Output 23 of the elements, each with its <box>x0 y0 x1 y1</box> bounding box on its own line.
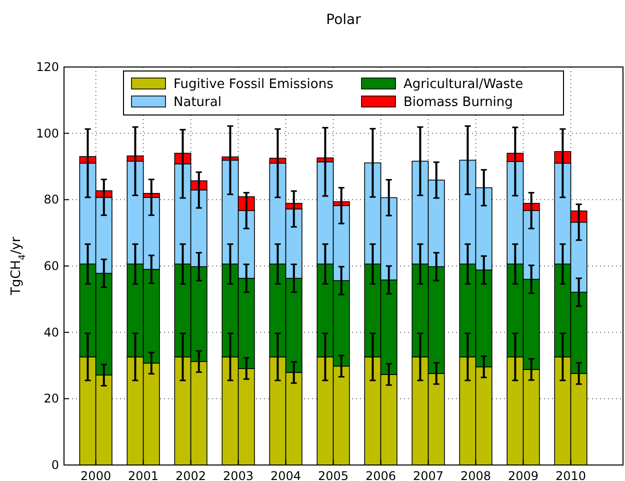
x-tick-label: 2006 <box>366 469 396 481</box>
legend-label: Biomass Burning <box>404 95 513 110</box>
legend-label: Natural <box>174 95 222 110</box>
x-tick-label: 2008 <box>460 469 492 481</box>
x-tick-label: 2009 <box>508 469 539 481</box>
x-tick-label: 2000 <box>80 469 112 481</box>
x-tick-label: 2004 <box>270 469 302 481</box>
y-tick-label: 100 <box>36 126 59 140</box>
x-tick-label: 2001 <box>128 469 159 481</box>
x-tick-label: 2005 <box>318 469 349 481</box>
y-tick-label: 80 <box>44 192 59 207</box>
x-tick-label: 2010 <box>555 469 586 481</box>
y-tick-label: 0 <box>51 458 59 472</box>
legend-label: Agricultural/Waste <box>404 77 524 92</box>
y-tick-label: 120 <box>36 60 59 74</box>
x-tick-label: 2003 <box>223 469 254 481</box>
y-tick-label: 40 <box>44 325 59 340</box>
legend-label: Fugitive Fossil Emissions <box>174 77 334 92</box>
x-tick-label: 2002 <box>176 469 206 481</box>
y-tick-label: 60 <box>44 259 59 273</box>
y-tick-label: 20 <box>44 392 59 406</box>
x-tick-label: 2007 <box>413 469 444 481</box>
chart-title: Polar <box>326 12 362 28</box>
